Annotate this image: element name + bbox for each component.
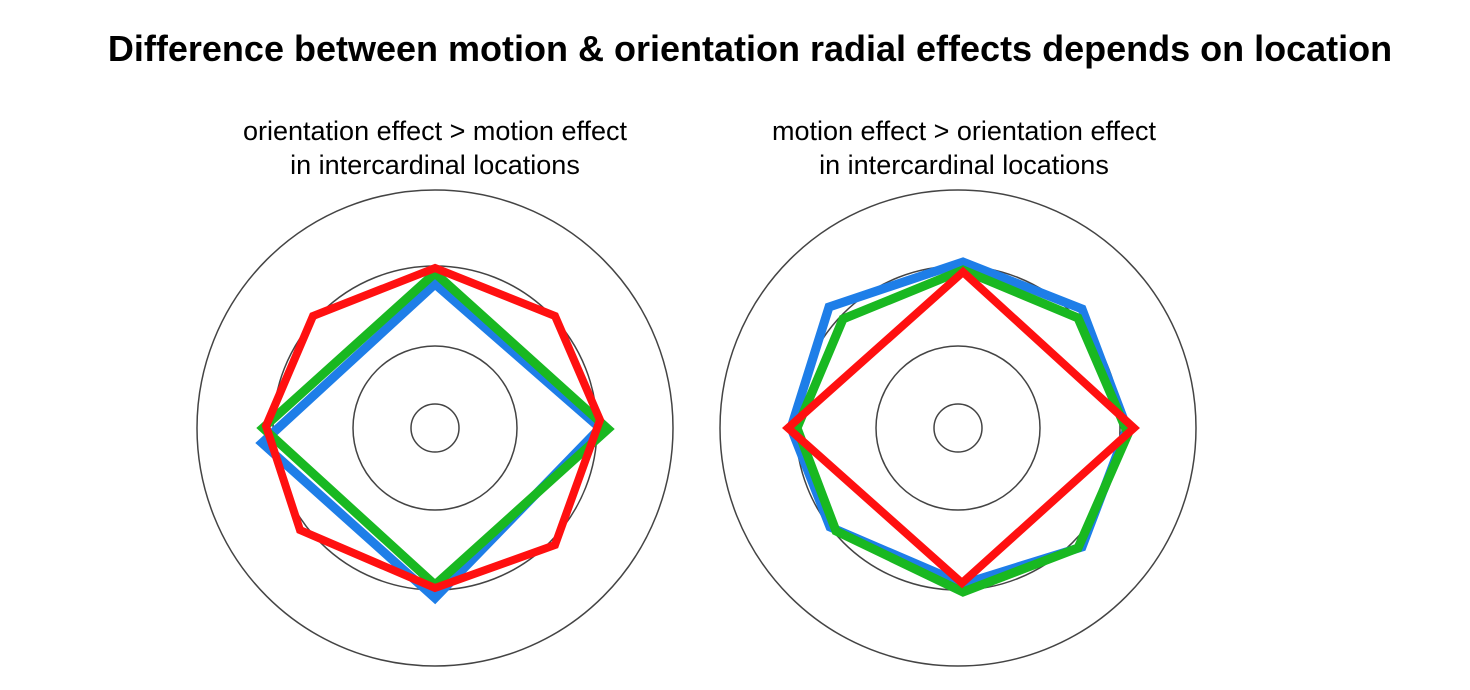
left-ring-outer	[196, 189, 674, 667]
left-panel-caption: orientation effect > motion effect in in…	[155, 114, 715, 182]
right-red-diamond	[781, 266, 1140, 589]
left-caption-line-2: in intercardinal locations	[290, 150, 580, 180]
left-radial-diagram	[196, 189, 674, 667]
right-green-octagon	[792, 265, 1133, 597]
main-title: Difference between motion & orientation …	[107, 28, 1393, 69]
right-ring-inner	[933, 403, 983, 453]
left-caption-line-1: orientation effect > motion effect	[243, 116, 627, 146]
right-caption-line-2: in intercardinal locations	[819, 150, 1109, 180]
right-caption-line-1: motion effect > orientation effect	[772, 116, 1156, 146]
left-blue-diamond	[255, 277, 607, 605]
right-panel-caption: motion effect > orientation effect in in…	[684, 114, 1244, 182]
right-radial-diagram	[719, 189, 1197, 667]
left-red-octagon	[261, 263, 605, 593]
right-ring-middle	[875, 345, 1041, 511]
left-ring-middle	[352, 345, 518, 511]
left-ring-inner	[410, 403, 460, 453]
right-ring-outer	[719, 189, 1197, 667]
